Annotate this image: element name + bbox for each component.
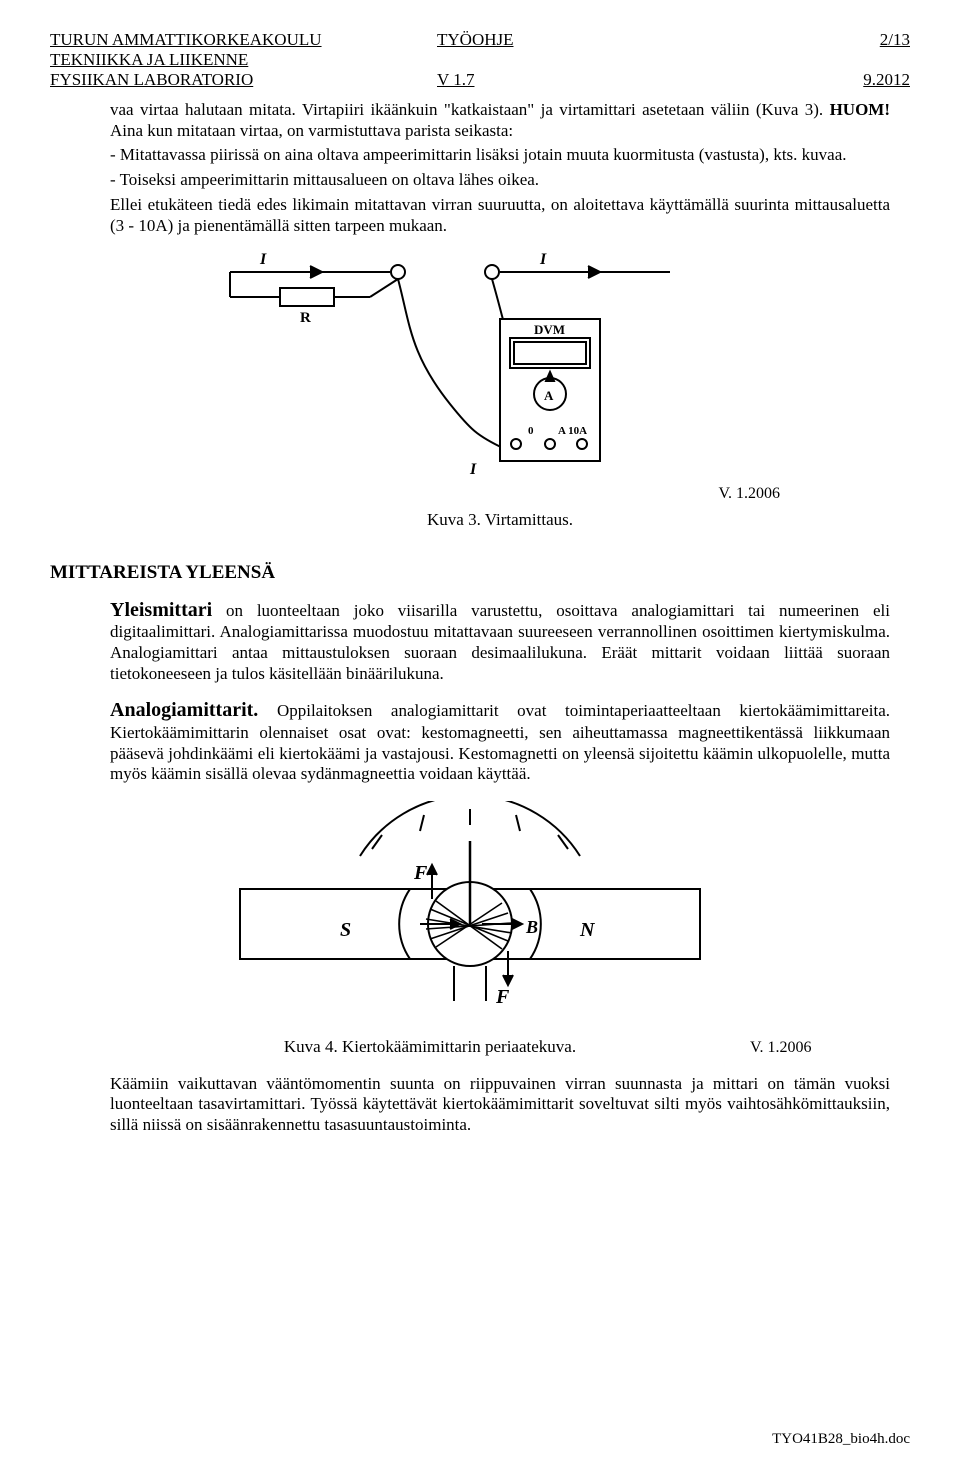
svg-text:F: F	[495, 986, 510, 1008]
header-row-3: FYSIIKAN LABORATORIO V 1.7 9.2012	[50, 70, 910, 90]
huom-label: HUOM!	[830, 100, 890, 119]
svg-text:I: I	[259, 251, 267, 268]
figure-4-version: V. 1.2006	[750, 1038, 890, 1058]
header-date: 9.2012	[652, 70, 910, 90]
svg-text:A: A	[544, 388, 554, 403]
section-title: MITTAREISTA YLEENSÄ	[50, 561, 890, 584]
figure-3: I I R DVM A 0 A 10A I V. 1.2006	[110, 244, 890, 504]
svg-text:F: F	[413, 862, 428, 884]
para-3: - Toiseksi ampeerimittarin mittausalueen…	[110, 170, 890, 191]
header-lab: FYSIIKAN LABORATORIO	[50, 70, 428, 90]
yleismittari-label: Yleismittari	[110, 599, 212, 621]
svg-text:DVM: DVM	[534, 322, 565, 337]
header-doc-type: TYÖOHJE	[437, 30, 643, 50]
footer-filename: TYO41B28_bio4h.doc	[772, 1431, 910, 1448]
page: TURUN AMMATTIKORKEAKOULU TYÖOHJE 2/13 TE…	[0, 0, 960, 1472]
para-6: Analogiamittarit. Oppilaitoksen analogia…	[110, 698, 890, 785]
analogiamittarit-label: Analogiamittarit.	[110, 699, 258, 721]
content: vaa virtaa halutaan mitata. Virtapiiri i…	[50, 90, 910, 1136]
header-version: V 1.7	[437, 70, 643, 90]
svg-text:I: I	[469, 461, 477, 478]
figure-4-caption: Kuva 4. Kiertokäämimittarin periaatekuva…	[110, 1037, 750, 1058]
header-dept: TEKNIIKKA JA LIIKENNE	[50, 50, 428, 70]
svg-text:R: R	[300, 310, 311, 326]
header-row-1: TURUN AMMATTIKORKEAKOULU TYÖOHJE 2/13	[50, 30, 910, 50]
svg-text:A 10A: A 10A	[558, 425, 587, 437]
para-4: Ellei etukäteen tiedä edes likimain mita…	[110, 195, 890, 236]
svg-text:B: B	[525, 917, 538, 937]
para-2: - Mitattavassa piirissä on aina oltava a…	[110, 145, 890, 166]
para-7: Käämiin vaikuttavan vääntömomentin suunt…	[110, 1074, 890, 1136]
header-page: 2/13	[652, 30, 910, 50]
figure-4-svg: S N B F F	[110, 801, 850, 1031]
header-org: TURUN AMMATTIKORKEAKOULU	[50, 30, 428, 50]
svg-text:0: 0	[528, 425, 534, 437]
header-row-2: TEKNIIKKA JA LIIKENNE	[50, 50, 910, 70]
svg-text:S: S	[340, 919, 351, 941]
figure-4: S N B F F Kuva 4. Kiertokäämimittarin pe…	[110, 801, 890, 1064]
svg-text:N: N	[579, 919, 596, 941]
figure-3-svg: I I R DVM A 0 A 10A I	[110, 244, 850, 504]
figure-3-caption: Kuva 3. Virtamittaus.	[110, 510, 890, 531]
para-1: vaa virtaa halutaan mitata. Virtapiiri i…	[110, 100, 890, 141]
header: TURUN AMMATTIKORKEAKOULU TYÖOHJE 2/13 TE…	[50, 30, 910, 90]
para-5: Yleismittari on luonteeltaan joko viisar…	[110, 598, 890, 685]
svg-text:I: I	[539, 251, 547, 268]
figure-3-version: V. 1.2006	[110, 484, 890, 504]
